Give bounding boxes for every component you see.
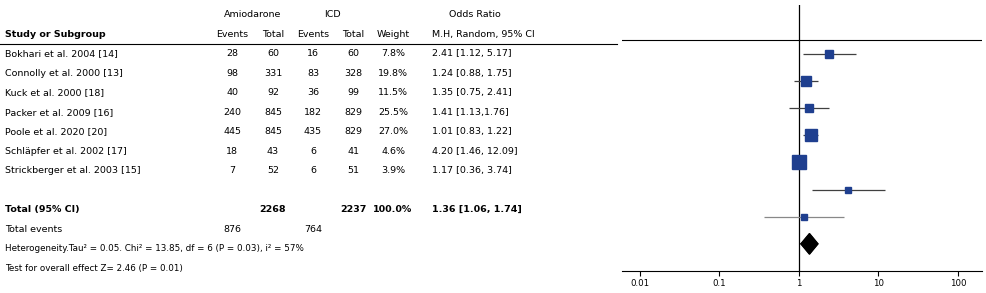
Text: 6: 6 bbox=[310, 166, 316, 175]
Text: 51: 51 bbox=[347, 166, 359, 175]
Text: 25.5%: 25.5% bbox=[378, 108, 408, 117]
Text: 1.01 [0.83, 1.22]: 1.01 [0.83, 1.22] bbox=[432, 127, 512, 136]
Text: 1.35 [0.75, 2.41]: 1.35 [0.75, 2.41] bbox=[432, 88, 512, 97]
Text: 92: 92 bbox=[267, 88, 279, 97]
Text: Weight: Weight bbox=[377, 30, 409, 39]
Text: 7.8%: 7.8% bbox=[381, 49, 405, 58]
Text: 876: 876 bbox=[223, 225, 241, 234]
Text: 4.6%: 4.6% bbox=[381, 147, 405, 156]
Text: 60: 60 bbox=[347, 49, 359, 58]
Text: Events: Events bbox=[216, 30, 248, 39]
Text: 52: 52 bbox=[267, 166, 279, 175]
Text: Strickberger et al. 2003 [15]: Strickberger et al. 2003 [15] bbox=[5, 166, 141, 175]
Text: 1.36 [1.06, 1.74]: 1.36 [1.06, 1.74] bbox=[432, 205, 522, 214]
Text: Odds Ratio: Odds Ratio bbox=[776, 10, 828, 19]
Text: 18: 18 bbox=[226, 147, 238, 156]
Polygon shape bbox=[801, 234, 818, 254]
Text: 240: 240 bbox=[223, 108, 241, 117]
Text: 845: 845 bbox=[264, 108, 282, 117]
Text: 1.17 [0.36, 3.74]: 1.17 [0.36, 3.74] bbox=[432, 166, 512, 175]
Text: Connolly et al. 2000 [13]: Connolly et al. 2000 [13] bbox=[5, 69, 123, 78]
Text: 328: 328 bbox=[344, 69, 362, 78]
Text: 2.41 [1.12, 5.17]: 2.41 [1.12, 5.17] bbox=[432, 49, 512, 58]
Text: 829: 829 bbox=[344, 127, 362, 136]
Text: Poole et al. 2020 [20]: Poole et al. 2020 [20] bbox=[5, 127, 107, 136]
Text: Heterogeneity.Tau² = 0.05. Chi² = 13.85, df = 6 (P = 0.03), i² = 57%: Heterogeneity.Tau² = 0.05. Chi² = 13.85,… bbox=[5, 244, 304, 253]
Text: Study or Subgroup: Study or Subgroup bbox=[5, 30, 106, 39]
Text: 764: 764 bbox=[304, 225, 322, 234]
Text: Total: Total bbox=[342, 30, 364, 39]
Text: 1.41 [1.13,1.76]: 1.41 [1.13,1.76] bbox=[432, 108, 509, 117]
Text: 845: 845 bbox=[264, 127, 282, 136]
Text: 100.0%: 100.0% bbox=[374, 205, 412, 214]
Text: 6: 6 bbox=[310, 147, 316, 156]
Text: 331: 331 bbox=[264, 69, 282, 78]
Text: 83: 83 bbox=[307, 69, 319, 78]
Text: 1.24 [0.88, 1.75]: 1.24 [0.88, 1.75] bbox=[432, 69, 512, 78]
Text: 16: 16 bbox=[307, 49, 319, 58]
Text: Total: Total bbox=[262, 30, 284, 39]
Text: ICD: ICD bbox=[323, 10, 340, 19]
Text: 27.0%: 27.0% bbox=[378, 127, 408, 136]
Text: 60: 60 bbox=[267, 49, 279, 58]
Text: Odds Ratio: Odds Ratio bbox=[450, 10, 501, 19]
Text: 36: 36 bbox=[307, 88, 319, 97]
Text: 7: 7 bbox=[229, 166, 235, 175]
Text: 28: 28 bbox=[226, 49, 238, 58]
Text: 182: 182 bbox=[304, 108, 322, 117]
Text: 2268: 2268 bbox=[259, 205, 286, 214]
Text: 41: 41 bbox=[347, 147, 359, 156]
Text: 11.5%: 11.5% bbox=[378, 88, 408, 97]
Text: Packer et al. 2009 [16]: Packer et al. 2009 [16] bbox=[5, 108, 113, 117]
Text: 19.8%: 19.8% bbox=[378, 69, 408, 78]
Text: Bokhari et al. 2004 [14]: Bokhari et al. 2004 [14] bbox=[5, 49, 118, 58]
Text: Test for overall effect Z= 2.46 (P = 0.01): Test for overall effect Z= 2.46 (P = 0.0… bbox=[5, 264, 182, 273]
Text: 435: 435 bbox=[304, 127, 322, 136]
Text: Total (95% CI): Total (95% CI) bbox=[5, 205, 80, 214]
Text: 4.20 [1.46, 12.09]: 4.20 [1.46, 12.09] bbox=[432, 147, 518, 156]
Text: 2237: 2237 bbox=[340, 205, 366, 214]
Text: 98: 98 bbox=[226, 69, 238, 78]
Text: 445: 445 bbox=[223, 127, 241, 136]
Text: 99: 99 bbox=[347, 88, 359, 97]
Text: M.H, Random, 95% CI: M.H, Random, 95% CI bbox=[750, 30, 853, 39]
Text: 43: 43 bbox=[267, 147, 279, 156]
Text: Events: Events bbox=[297, 30, 329, 39]
Text: 3.9%: 3.9% bbox=[381, 166, 405, 175]
Text: 40: 40 bbox=[226, 88, 238, 97]
Text: M.H, Random, 95% CI: M.H, Random, 95% CI bbox=[432, 30, 534, 39]
Text: 829: 829 bbox=[344, 108, 362, 117]
Text: Kuck et al. 2000 [18]: Kuck et al. 2000 [18] bbox=[5, 88, 105, 97]
Text: Amiodarone: Amiodarone bbox=[224, 10, 282, 19]
Text: Total events: Total events bbox=[5, 225, 62, 234]
Text: Schläpfer et al. 2002 [17]: Schläpfer et al. 2002 [17] bbox=[5, 147, 127, 156]
